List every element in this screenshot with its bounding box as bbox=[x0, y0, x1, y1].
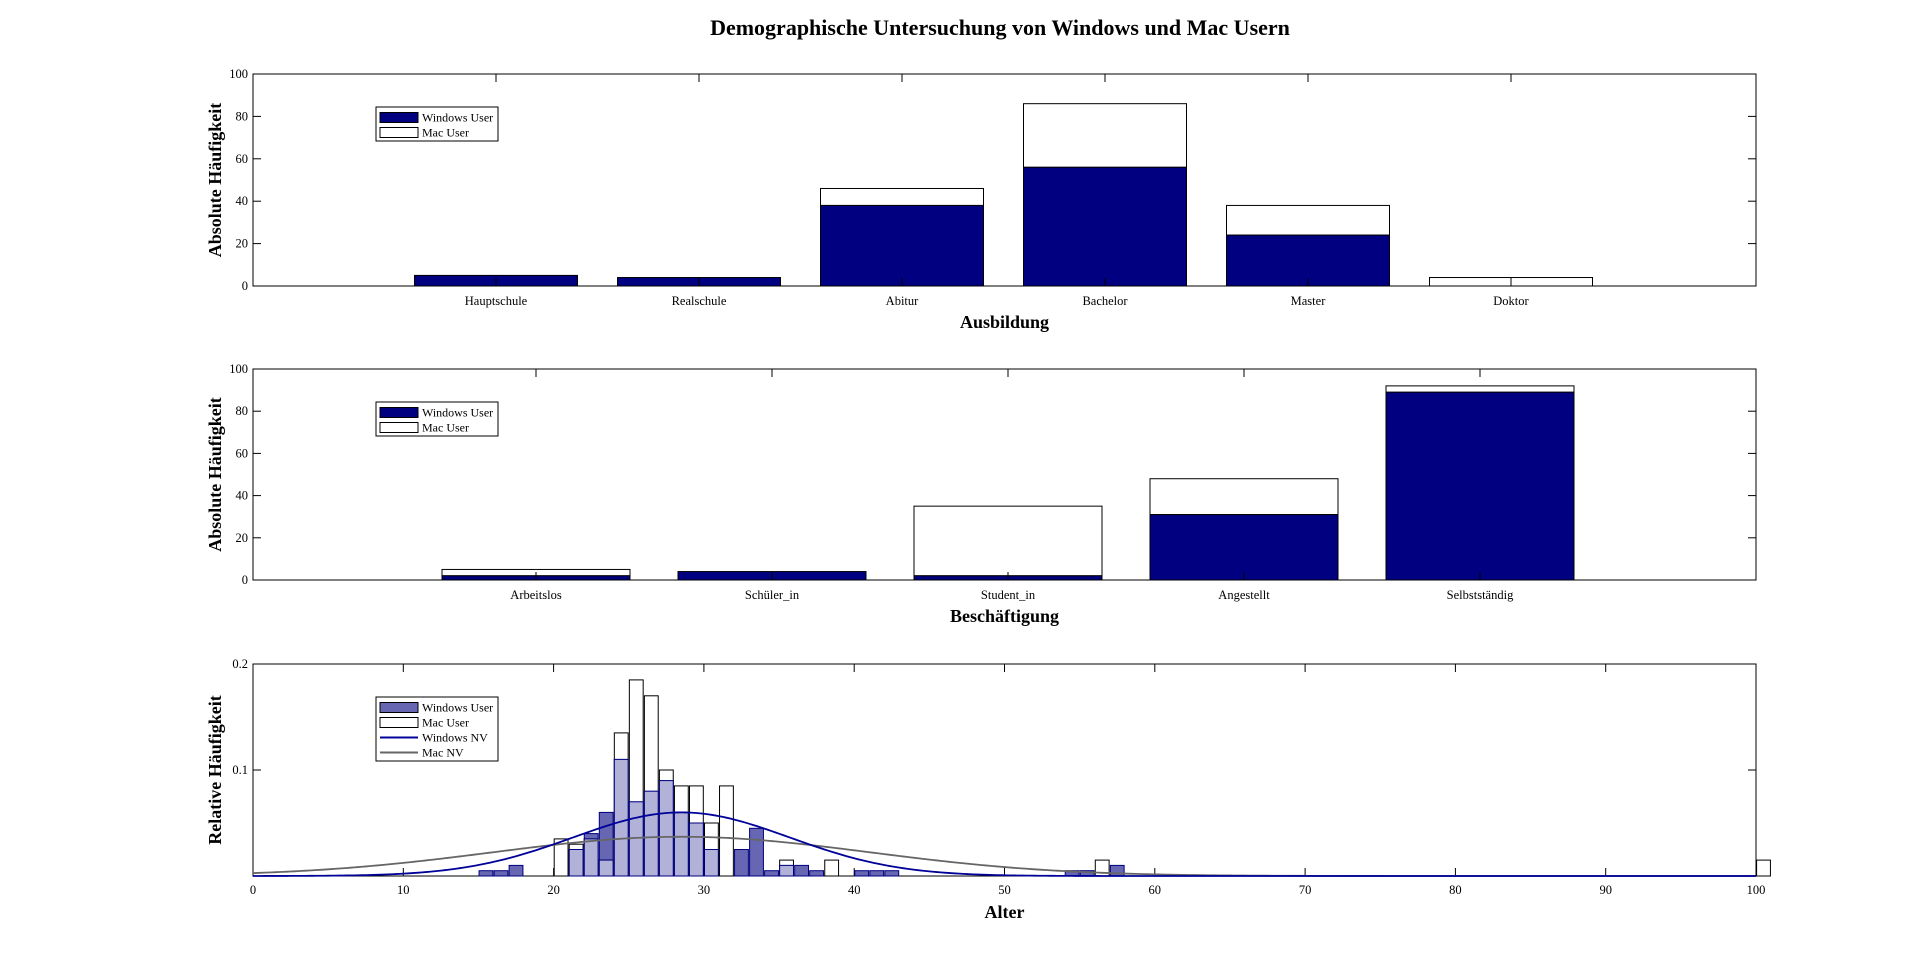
legend-entry-windows-user: Windows User bbox=[422, 406, 493, 420]
bar-mac-master bbox=[1227, 205, 1390, 235]
legend-swatch bbox=[380, 703, 418, 713]
hist-bin-overlap bbox=[674, 812, 688, 876]
legend-swatch bbox=[380, 423, 418, 433]
x-tick-label: 0 bbox=[250, 883, 256, 897]
x-tick-label: 30 bbox=[698, 883, 711, 897]
hist-bin-windows bbox=[1110, 865, 1124, 876]
x-axis-label: Alter bbox=[985, 902, 1025, 922]
hist-bin-windows bbox=[855, 871, 869, 876]
y-tick-label: 20 bbox=[236, 237, 249, 251]
hist-bin-windows bbox=[810, 871, 824, 876]
x-tick-label-master: Master bbox=[1291, 294, 1327, 308]
hist-bin-overlap bbox=[569, 850, 583, 877]
hist-bin-overlap bbox=[780, 865, 794, 876]
bar-mac-angestellt bbox=[1150, 479, 1338, 515]
y-axis-label: Relative Häufigkeit bbox=[205, 695, 225, 844]
y-tick-label: 20 bbox=[236, 531, 249, 545]
hist-bin-overlap bbox=[644, 791, 658, 876]
hist-bin-windows bbox=[765, 871, 779, 876]
x-tick-label-doktor: Doktor bbox=[1493, 294, 1529, 308]
x-tick-label-realschule: Realschule bbox=[672, 294, 727, 308]
y-axis-label: Absolute Häufigkeit bbox=[205, 103, 225, 258]
legend-entry-mac-user: Mac User bbox=[422, 126, 469, 140]
legend-entry-mac-nv: Mac NV bbox=[422, 746, 464, 760]
bar-windows-selbstst-ndig bbox=[1386, 392, 1574, 580]
employment-chart: Absolute Häufigkeit Beschäftigung 0 20 40 60 8… bbox=[205, 362, 1756, 626]
x-tick-label-hauptschule: Hauptschule bbox=[465, 294, 528, 308]
x-tick-label-arbeitslos: Arbeitslos bbox=[510, 588, 562, 602]
legend-entry-windows-user: Windows User bbox=[422, 701, 493, 715]
x-tick-label-selbstst-ndig: Selbstständig bbox=[1447, 588, 1514, 602]
plot-area bbox=[253, 664, 1756, 876]
hist-bin-windows bbox=[509, 865, 523, 876]
x-tick-label-student-in: Student_in bbox=[981, 588, 1036, 602]
x-tick-label-sch-ler-in: Schüler_in bbox=[745, 588, 800, 602]
y-tick-label: 0.2 bbox=[232, 657, 248, 671]
x-axis-label: Beschäftigung bbox=[950, 606, 1059, 626]
figure-title: Demographische Untersuchung von Windows … bbox=[710, 15, 1290, 40]
y-tick-label: 40 bbox=[236, 194, 249, 208]
x-tick-label: 60 bbox=[1149, 883, 1162, 897]
x-tick-label-angestellt: Angestellt bbox=[1218, 588, 1270, 602]
y-tick-label: 60 bbox=[236, 152, 249, 166]
y-tick-label: 100 bbox=[229, 67, 248, 81]
hist-bin-windows bbox=[795, 865, 809, 876]
legend-entry-windows-nv: Windows NV bbox=[422, 731, 488, 745]
plot-area bbox=[253, 74, 1756, 286]
bar-windows-abitur bbox=[821, 205, 984, 286]
legend-entry-mac-user: Mac User bbox=[422, 716, 469, 730]
legend-swatch bbox=[380, 408, 418, 418]
hist-bin-overlap bbox=[689, 823, 703, 876]
bar-mac-bachelor bbox=[1024, 104, 1187, 168]
y-axis-label: Absolute Häufigkeit bbox=[205, 397, 225, 552]
x-tick-label: 50 bbox=[998, 883, 1011, 897]
bar-windows-angestellt bbox=[1150, 515, 1338, 580]
legend-swatch bbox=[380, 718, 418, 728]
legend-swatch bbox=[380, 113, 418, 123]
x-tick-label-abitur: Abitur bbox=[886, 294, 919, 308]
hist-bin-windows bbox=[885, 871, 899, 876]
y-tick-label: 80 bbox=[236, 404, 249, 418]
hist-bin-overlap bbox=[584, 839, 598, 876]
hist-bin-windows bbox=[750, 828, 764, 876]
x-tick-label-bachelor: Bachelor bbox=[1082, 294, 1128, 308]
y-tick-label: 100 bbox=[229, 362, 248, 376]
x-tick-label: 80 bbox=[1449, 883, 1462, 897]
age-histogram-chart: Relative Häufigkeit Alter 0.1 0.2 0 10 20 30 40 5… bbox=[205, 657, 1770, 922]
x-tick-label: 10 bbox=[397, 883, 410, 897]
y-tick-label: 0.1 bbox=[232, 763, 248, 777]
y-tick-label: 60 bbox=[236, 446, 249, 460]
legend-swatch bbox=[380, 128, 418, 138]
x-axis-label: Ausbildung bbox=[960, 312, 1049, 332]
hist-bin-windows bbox=[870, 871, 884, 876]
bar-mac-selbstst-ndig bbox=[1386, 386, 1574, 392]
education-chart: Absolute Häufigkeit Ausbildung 0 20 40 60 80 10… bbox=[205, 67, 1756, 332]
hist-bin-windows bbox=[494, 871, 508, 876]
x-tick-label: 70 bbox=[1299, 883, 1312, 897]
hist-bin-overlap bbox=[614, 759, 628, 876]
y-tick-label: 0 bbox=[242, 279, 248, 293]
hist-bin-overlap bbox=[659, 781, 673, 876]
x-tick-label: 90 bbox=[1599, 883, 1612, 897]
hist-bin-overlap bbox=[705, 850, 719, 877]
hist-bin-windows bbox=[735, 850, 749, 877]
bar-mac-student-in bbox=[914, 506, 1102, 576]
hist-bin-mac bbox=[720, 786, 734, 876]
y-tick-label: 0 bbox=[242, 573, 248, 587]
x-tick-label: 20 bbox=[547, 883, 560, 897]
y-tick-label: 80 bbox=[236, 109, 249, 123]
hist-bin-overlap bbox=[599, 860, 613, 876]
bar-mac-abitur bbox=[821, 188, 984, 205]
y-tick-label: 40 bbox=[236, 489, 249, 503]
hist-bin-windows bbox=[479, 871, 493, 876]
x-tick-label: 40 bbox=[848, 883, 861, 897]
x-tick-label: 100 bbox=[1747, 883, 1766, 897]
hist-bin-mac bbox=[825, 860, 839, 876]
bar-windows-bachelor bbox=[1024, 167, 1187, 286]
hist-bin-mac bbox=[1757, 860, 1771, 876]
legend-entry-windows-user: Windows User bbox=[422, 111, 493, 125]
legend-entry-mac-user: Mac User bbox=[422, 421, 469, 435]
